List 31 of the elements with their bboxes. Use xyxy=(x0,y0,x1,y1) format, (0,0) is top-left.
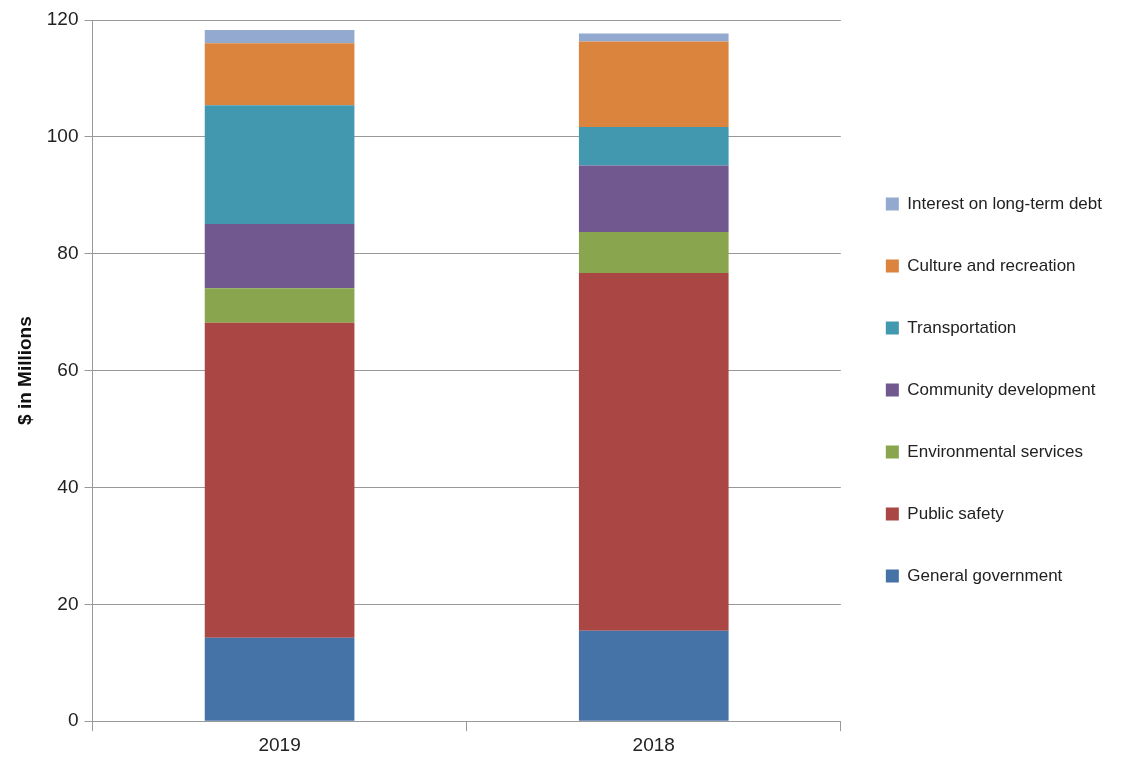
bar xyxy=(204,322,355,638)
bar xyxy=(578,630,729,721)
bar xyxy=(578,232,729,274)
bar xyxy=(578,165,729,233)
legend-label: Community development xyxy=(907,379,1096,399)
x-tick-label: 2019 xyxy=(258,733,301,755)
bar xyxy=(204,637,355,721)
legend-label: Culture and recreation xyxy=(907,255,1076,275)
y-axis-title: $ in Millions xyxy=(13,316,35,425)
y-tick-label: 60 xyxy=(57,358,79,380)
y-tick-label: 120 xyxy=(46,8,79,30)
bar xyxy=(204,43,355,106)
legend-label: Public safety xyxy=(907,503,1005,523)
legend-label: Environmental services xyxy=(907,441,1084,461)
bar xyxy=(578,41,729,127)
y-tick-label: 100 xyxy=(46,125,79,147)
bar xyxy=(204,288,355,323)
legend-label: Interest on long-term debt xyxy=(907,193,1103,213)
bar xyxy=(578,126,729,166)
y-tick-label: 0 xyxy=(67,709,79,731)
x-tick-label: 2018 xyxy=(632,733,675,755)
bar xyxy=(204,29,355,44)
bar xyxy=(204,223,355,289)
y-tick-label: 80 xyxy=(57,241,79,263)
bar xyxy=(578,33,729,42)
bar xyxy=(578,273,729,631)
y-tick-label: 40 xyxy=(57,475,79,497)
legend-label: Transportation xyxy=(907,317,1017,337)
legend-label: General government xyxy=(907,565,1063,585)
bar xyxy=(204,105,355,224)
y-tick-label: 20 xyxy=(57,592,79,614)
